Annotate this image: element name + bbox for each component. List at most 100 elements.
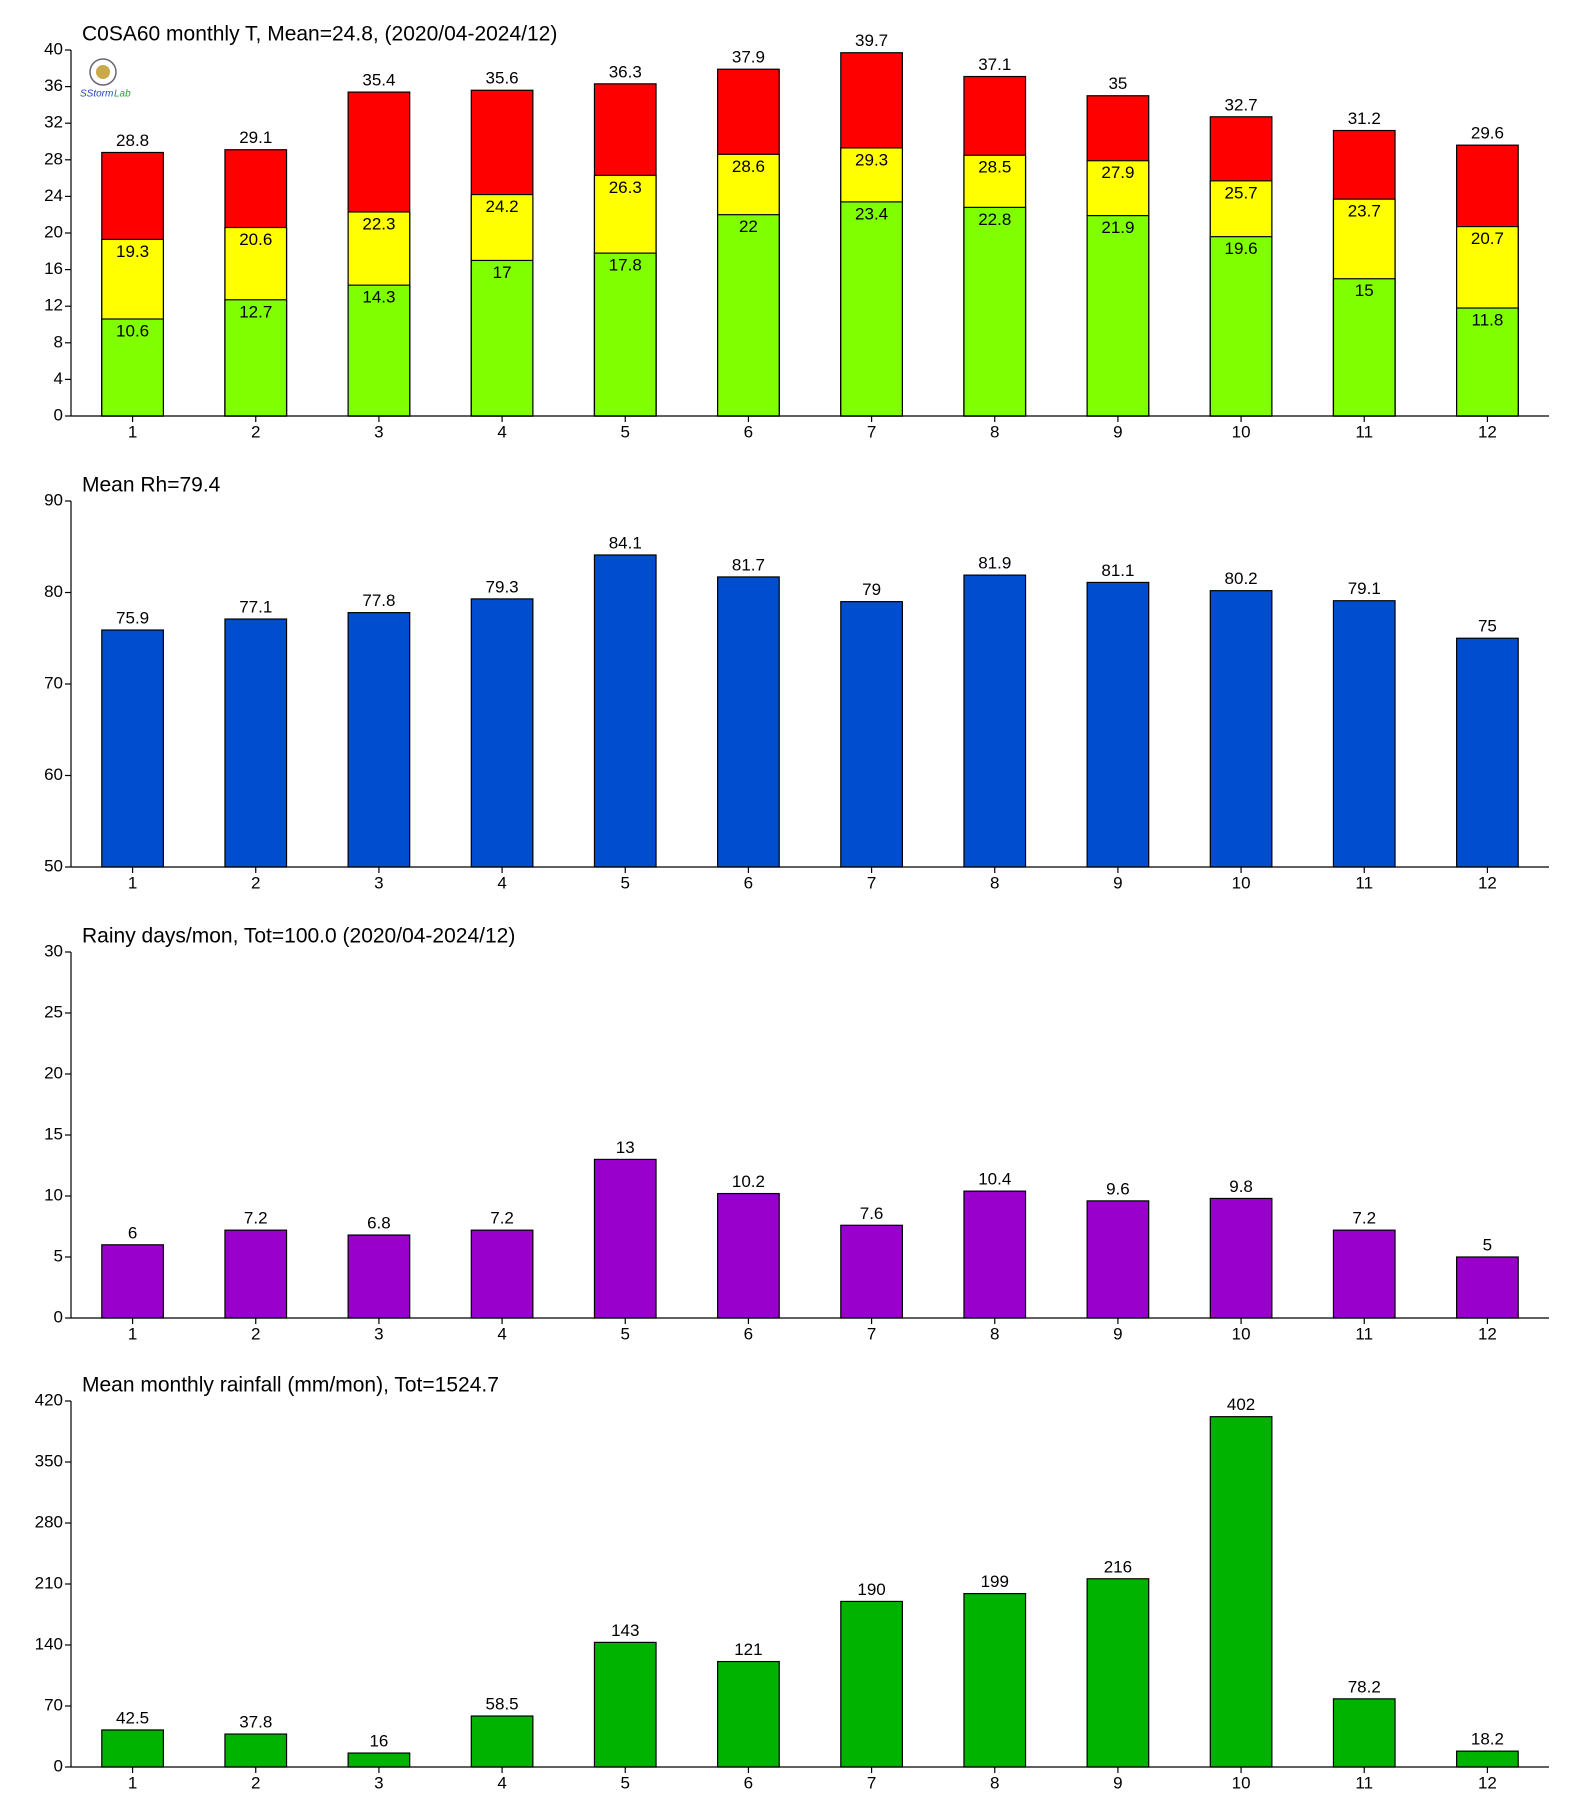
- data-label: 5: [1483, 1235, 1492, 1254]
- y-tick-label: 0: [54, 405, 63, 424]
- data-label: 9.8: [1229, 1177, 1253, 1196]
- data-label: 84.1: [609, 533, 642, 552]
- bar: [717, 1660, 780, 1768]
- data-label: 29.6: [1471, 124, 1504, 143]
- bar: [963, 206, 1027, 417]
- x-tick-label: 3: [374, 1324, 383, 1343]
- data-label: 81.1: [1101, 561, 1134, 580]
- bar: [347, 1752, 411, 1768]
- data-label: 29.3: [855, 150, 888, 169]
- data-label: 23.7: [1348, 202, 1381, 221]
- x-tick-label: 8: [990, 422, 999, 441]
- chart-title: Rainy days/mon, Tot=100.0 (2020/04-2024/…: [82, 925, 515, 948]
- bar: [717, 576, 780, 868]
- data-label: 25.7: [1225, 183, 1258, 202]
- bar: [717, 214, 780, 417]
- data-label: 26.3: [609, 178, 642, 197]
- data-label: 19.3: [116, 242, 149, 261]
- bar: [1086, 215, 1150, 417]
- data-label: 18.2: [1471, 1730, 1504, 1749]
- data-label: 28.5: [978, 158, 1011, 177]
- x-tick-label: 7: [867, 422, 876, 441]
- data-label: 28.6: [732, 157, 765, 176]
- data-label: 143: [611, 1621, 639, 1640]
- data-label: 78.2: [1348, 1677, 1381, 1696]
- x-tick-label: 10: [1232, 1324, 1251, 1343]
- bar: [470, 1229, 534, 1319]
- data-label: 36.3: [609, 62, 642, 81]
- bar: [840, 1224, 903, 1319]
- x-tick-label: 4: [497, 422, 506, 441]
- x-tick-label: 7: [867, 1324, 876, 1343]
- bar: [1086, 1578, 1150, 1768]
- bar: [1332, 600, 1396, 868]
- svg-text:Lab: Lab: [114, 89, 131, 100]
- data-label: 42.5: [116, 1708, 149, 1727]
- data-label: 9.6: [1106, 1179, 1130, 1198]
- data-label: 20.6: [239, 230, 272, 249]
- bar: [347, 284, 411, 417]
- x-tick-label: 12: [1478, 1773, 1497, 1792]
- x-tick-label: 4: [497, 873, 506, 892]
- y-tick-label: 36: [44, 76, 63, 95]
- data-label: 80.2: [1225, 569, 1258, 588]
- chart-title: Mean Rh=79.4: [82, 474, 221, 497]
- data-label: 79.3: [486, 577, 519, 596]
- y-tick-label: 80: [44, 582, 63, 601]
- data-label: 29.1: [239, 128, 272, 147]
- x-tick-label: 6: [744, 1773, 753, 1792]
- chart-title: C0SA60 monthly T, Mean=24.8, (2020/04-20…: [82, 23, 557, 46]
- data-label: 16: [369, 1732, 388, 1751]
- x-tick-label: 3: [374, 422, 383, 441]
- y-tick-label: 10: [44, 1185, 63, 1204]
- bar: [347, 612, 411, 868]
- data-label: 13: [616, 1138, 635, 1157]
- y-tick-label: 20: [44, 1063, 63, 1082]
- y-tick-label: 28: [44, 149, 63, 168]
- bar: [1209, 236, 1273, 417]
- data-label: 10.6: [116, 321, 149, 340]
- data-label: 17.8: [609, 256, 642, 275]
- y-tick-label: 50: [44, 856, 63, 875]
- x-tick-label: 6: [744, 1324, 753, 1343]
- data-label: 81.7: [732, 555, 765, 574]
- x-tick-label: 1: [128, 1773, 137, 1792]
- x-tick-label: 11: [1355, 422, 1373, 441]
- x-tick-label: 2: [251, 873, 260, 892]
- data-label: 121: [734, 1640, 762, 1659]
- data-label: 39.7: [855, 31, 888, 50]
- svg-text:SStorm: SStorm: [80, 89, 113, 100]
- x-tick-label: 4: [497, 1324, 506, 1343]
- y-tick-label: 90: [44, 490, 63, 509]
- data-label: 10.4: [978, 1170, 1011, 1189]
- bar: [470, 259, 534, 417]
- data-label: 24.2: [486, 197, 519, 216]
- data-label: 21.9: [1101, 218, 1134, 237]
- x-tick-label: 7: [867, 1773, 876, 1792]
- data-label: 37.9: [732, 48, 765, 67]
- data-label: 22: [739, 217, 758, 236]
- bar: [347, 1234, 411, 1319]
- y-tick-label: 280: [35, 1512, 63, 1531]
- bar: [1209, 590, 1273, 868]
- y-tick-label: 8: [54, 332, 63, 351]
- y-tick-label: 0: [54, 1756, 63, 1775]
- y-tick-label: 5: [54, 1246, 63, 1265]
- bar: [1332, 1698, 1396, 1768]
- data-label: 23.4: [855, 204, 888, 223]
- x-tick-label: 5: [621, 1324, 630, 1343]
- bar: [1209, 1197, 1273, 1319]
- x-tick-label: 11: [1355, 873, 1373, 892]
- data-label: 77.8: [362, 591, 395, 610]
- x-tick-label: 8: [990, 1773, 999, 1792]
- y-tick-label: 4: [54, 369, 63, 388]
- y-tick-label: 70: [44, 673, 63, 692]
- x-tick-label: 2: [251, 422, 260, 441]
- bar: [963, 1190, 1027, 1319]
- y-tick-label: 16: [44, 259, 63, 278]
- data-label: 7.2: [490, 1209, 514, 1228]
- bar: [101, 1729, 164, 1768]
- x-tick-label: 3: [374, 873, 383, 892]
- bar: [717, 1192, 780, 1319]
- x-tick-label: 1: [128, 873, 137, 892]
